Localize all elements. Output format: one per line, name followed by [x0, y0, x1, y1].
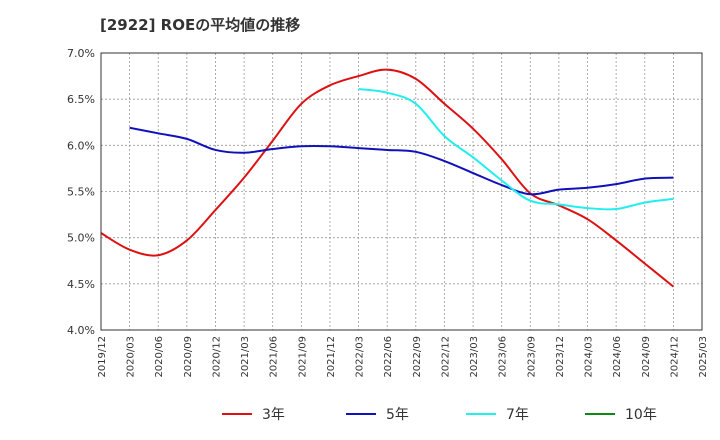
y-tick-label: 7.0%: [67, 47, 95, 60]
x-tick-label: 2022/06: [383, 336, 394, 378]
x-tick-label: 2021/12: [326, 336, 337, 378]
x-tick-label: 2023/09: [526, 336, 537, 378]
x-tick-label: 2024/06: [612, 336, 623, 378]
legend: 3年 5年 7年 10年: [222, 407, 657, 423]
series-line-5年: [129, 126, 674, 196]
y-tick-label: 4.5%: [67, 278, 95, 291]
x-axis-ticks: 2019/12 2020/03 2020/06 2020/09 2020/12 2021/…: [97, 336, 709, 378]
series-layer: [100, 68, 675, 288]
legend-label: 5年: [386, 407, 409, 423]
legend-label: 3年: [262, 407, 285, 423]
y-axis-ticks: 4.0% 4.5% 5.0% 5.5% 6.0% 6.5% 7.0%: [67, 47, 95, 337]
y-tick-label: 6.5%: [67, 93, 95, 106]
y-tick-label: 4.0%: [67, 324, 95, 337]
y-tick-label: 5.5%: [67, 186, 95, 199]
x-tick-label: 2020/06: [154, 336, 165, 378]
x-tick-label: 2023/06: [498, 336, 509, 378]
series-line-3年: [100, 68, 675, 288]
x-tick-label: 2023/12: [555, 336, 566, 378]
x-tick-label: 2021/06: [269, 336, 280, 378]
plot-frame: [100, 52, 703, 331]
x-tick-label: 2024/03: [584, 336, 595, 378]
x-tick-label: 2020/12: [211, 336, 222, 378]
x-tick-label: 2022/09: [412, 336, 423, 378]
x-tick-label: 2020/03: [126, 336, 137, 378]
x-tick-label: 2024/09: [641, 336, 652, 378]
x-tick-label: 2024/12: [669, 336, 680, 378]
x-tick-label: 2022/03: [355, 336, 366, 378]
grid-layer: [100, 52, 703, 331]
y-tick-label: 5.0%: [67, 232, 95, 245]
x-tick-label: 2023/03: [469, 336, 480, 378]
x-tick-label: 2021/09: [297, 336, 308, 378]
y-tick-label: 6.0%: [67, 139, 95, 152]
x-tick-label: 2019/12: [97, 336, 108, 378]
legend-label: 10年: [625, 407, 657, 423]
x-tick-label: 2020/09: [183, 336, 194, 378]
legend-label: 7年: [506, 407, 529, 423]
x-tick-label: 2021/03: [240, 336, 251, 378]
series-line-7年: [358, 88, 674, 211]
chart-title: [2922] ROEの平均値の推移: [100, 16, 301, 34]
x-tick-label: 2022/12: [440, 336, 451, 378]
x-tick-label: 2025/03: [698, 336, 709, 378]
